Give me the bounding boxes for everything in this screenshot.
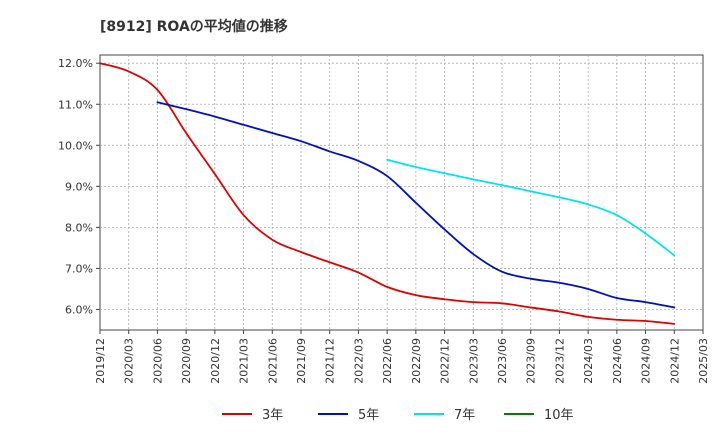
y-tick-label: 10.0% [58,139,93,152]
y-tick-label: 11.0% [58,98,93,111]
legend: 3年 5年 7年 10年 [222,408,574,423]
plot-area [99,54,704,331]
legend-label-10年: 10年 [544,408,574,423]
y-tick-label: 8.0% [65,221,93,234]
x-tick-label: 2023/03 [467,338,480,384]
x-tick-label: 2022/03 [352,338,365,384]
y-axis-ticks: 6.0% 7.0% 8.0% 9.0% 10.0% 11.0% 12.0% [58,57,100,316]
x-tick-label: 2019/12 [94,338,107,384]
y-tick-label: 9.0% [65,180,93,193]
legend-label-5年: 5年 [358,408,379,423]
x-tick-label: 2020/09 [180,338,193,384]
x-tick-label: 2025/03 [697,338,710,384]
x-tick-label: 2020/12 [209,338,222,384]
legend-label-7年: 7年 [454,408,475,423]
series-line-3年 [99,62,676,325]
x-tick-label: 2023/06 [496,338,509,384]
series-line-5年 [156,101,676,309]
chart-title: [8912] ROAの平均値の推移 [100,18,288,35]
y-tick-label: 7.0% [65,262,93,275]
x-tick-label: 2024/09 [640,338,653,384]
x-tick-label: 2024/06 [611,338,624,384]
x-tick-label: 2020/06 [151,338,164,384]
x-tick-label: 2021/06 [266,338,279,384]
x-axis-ticks: 2019/12 2020/03 2020/06 2020/09 2020/12 2021/… [94,330,710,384]
x-tick-label: 2020/03 [123,338,136,384]
x-tick-label: 2024/03 [582,338,595,384]
x-tick-label: 2021/03 [238,338,251,384]
x-tick-label: 2022/12 [439,338,452,384]
x-tick-label: 2021/09 [295,338,308,384]
legend-label-3年: 3年 [262,408,283,423]
x-tick-label: 2023/09 [525,338,538,384]
series-lines [99,62,676,325]
x-tick-label: 2021/12 [324,338,337,384]
y-tick-label: 6.0% [65,303,93,316]
x-tick-label: 2023/12 [553,338,566,384]
x-tick-label: 2022/09 [410,338,423,384]
x-tick-label: 2024/12 [668,338,681,384]
x-tick-label: 2022/06 [381,338,394,384]
grid-lines [100,55,703,330]
y-tick-label: 12.0% [58,57,93,70]
series-line-7年 [386,158,676,257]
